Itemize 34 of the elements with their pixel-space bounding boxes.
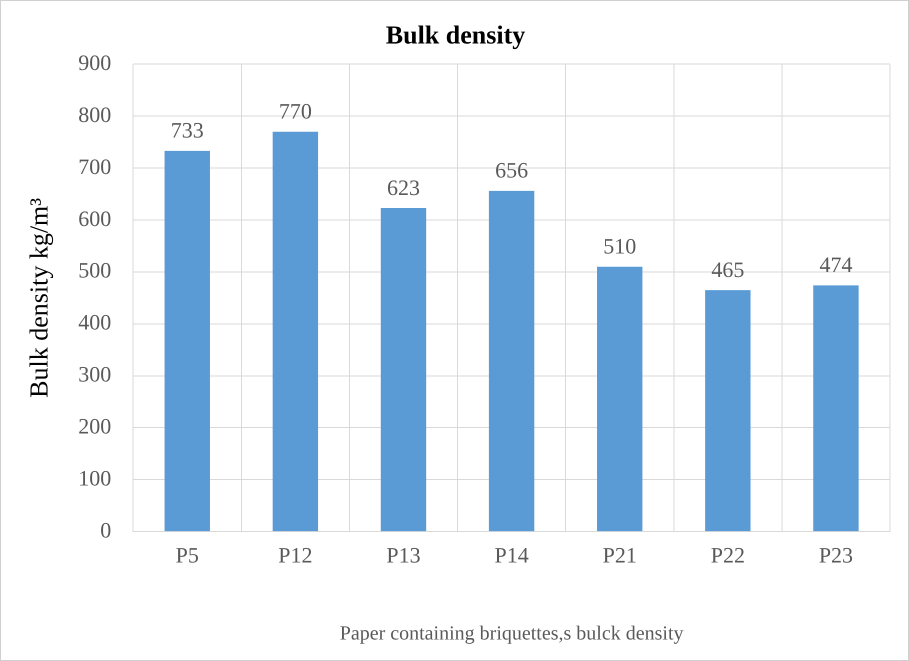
bar	[272, 132, 318, 532]
bar	[488, 190, 534, 532]
y-tick-label: 600	[78, 206, 112, 231]
y-tick-label: 700	[78, 154, 112, 179]
data-label: 733	[170, 118, 204, 143]
x-tick-label: P13	[386, 542, 421, 568]
data-label: 770	[278, 98, 312, 124]
y-tick-label: 500	[78, 258, 112, 283]
data-label: 510	[603, 234, 636, 259]
bar	[813, 285, 859, 532]
bar	[380, 208, 426, 532]
y-tick-label: 0	[100, 517, 112, 542]
x-tick-label: P23	[818, 542, 854, 568]
data-label: 656	[495, 158, 528, 183]
y-tick-label: 400	[78, 310, 112, 335]
data-label: 474	[819, 252, 852, 278]
x-tick-label: P22	[710, 542, 745, 568]
x-tick-label: P14	[494, 542, 529, 568]
y-tick-label: 100	[78, 465, 112, 490]
x-axis-title: Paper containing briquettes,s bulck density	[340, 622, 684, 644]
data-label: 465	[711, 256, 744, 282]
y-tick-label: 300	[78, 362, 112, 387]
x-tick-label: P21	[602, 542, 637, 568]
chart-title: Bulk density	[386, 20, 526, 50]
y-tick-label: 200	[78, 414, 112, 439]
data-label: 623	[386, 174, 420, 200]
y-axis-title: Bulk density kg/m³	[24, 198, 54, 398]
bar	[597, 266, 642, 532]
y-tick-label: 900	[78, 50, 112, 75]
x-tick-label: P12	[278, 542, 312, 568]
x-tick-label: P5	[176, 542, 199, 568]
bar	[164, 150, 210, 532]
y-tick-label: 800	[78, 102, 112, 127]
bar	[705, 290, 751, 532]
